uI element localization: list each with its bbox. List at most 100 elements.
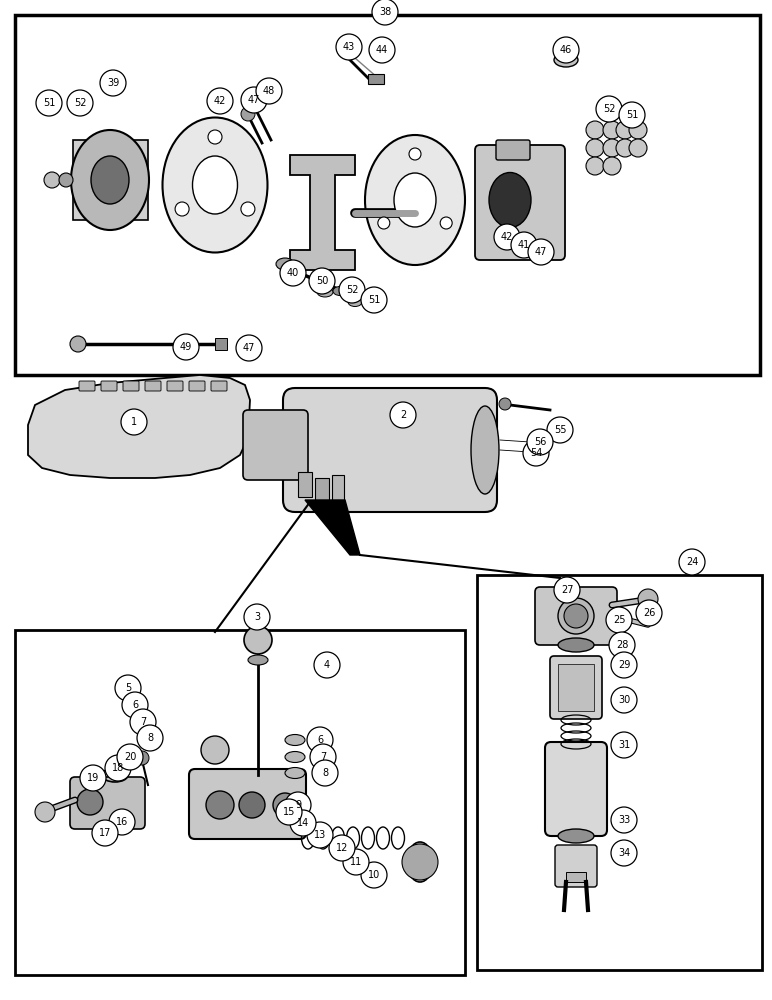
- Text: 49: 49: [180, 342, 192, 352]
- Ellipse shape: [394, 173, 436, 227]
- Text: 15: 15: [283, 807, 295, 817]
- Circle shape: [121, 409, 147, 435]
- Circle shape: [44, 172, 60, 188]
- Ellipse shape: [554, 53, 578, 67]
- Text: 30: 30: [618, 695, 630, 705]
- Text: 39: 39: [107, 78, 119, 88]
- Circle shape: [409, 148, 421, 160]
- Circle shape: [241, 107, 255, 121]
- Circle shape: [378, 217, 390, 229]
- Text: 43: 43: [343, 42, 355, 52]
- Circle shape: [329, 835, 355, 861]
- Text: 24: 24: [686, 557, 698, 567]
- Circle shape: [280, 260, 306, 286]
- FancyBboxPatch shape: [555, 845, 597, 887]
- Circle shape: [611, 840, 637, 866]
- Circle shape: [92, 820, 118, 846]
- Ellipse shape: [285, 734, 305, 746]
- Text: 51: 51: [626, 110, 638, 120]
- Circle shape: [290, 810, 316, 836]
- Text: 44: 44: [376, 45, 388, 55]
- Circle shape: [307, 822, 333, 848]
- FancyBboxPatch shape: [123, 381, 139, 391]
- Text: 52: 52: [74, 98, 86, 108]
- Circle shape: [629, 139, 647, 157]
- Ellipse shape: [558, 638, 594, 652]
- Text: 3: 3: [254, 612, 260, 622]
- Circle shape: [80, 765, 106, 791]
- Circle shape: [372, 0, 398, 25]
- Circle shape: [105, 755, 131, 781]
- FancyBboxPatch shape: [189, 381, 205, 391]
- Circle shape: [611, 687, 637, 713]
- Circle shape: [307, 727, 333, 753]
- Circle shape: [603, 121, 621, 139]
- Circle shape: [586, 157, 604, 175]
- Text: 34: 34: [618, 848, 630, 858]
- Text: 52: 52: [603, 104, 615, 114]
- Circle shape: [115, 675, 141, 701]
- Circle shape: [564, 604, 588, 628]
- Text: 47: 47: [535, 247, 547, 257]
- Ellipse shape: [558, 829, 594, 843]
- Text: 40: 40: [287, 268, 299, 278]
- Circle shape: [596, 96, 622, 122]
- Text: 11: 11: [350, 857, 362, 867]
- Circle shape: [206, 791, 234, 819]
- Circle shape: [201, 736, 229, 764]
- Bar: [566, 872, 586, 882]
- Circle shape: [70, 336, 86, 352]
- FancyBboxPatch shape: [189, 769, 306, 839]
- Circle shape: [36, 90, 62, 116]
- Ellipse shape: [333, 286, 347, 296]
- Circle shape: [369, 37, 395, 63]
- Text: 6: 6: [317, 735, 323, 745]
- Text: 47: 47: [248, 95, 260, 105]
- Ellipse shape: [285, 768, 305, 778]
- Text: 5: 5: [125, 683, 131, 693]
- FancyBboxPatch shape: [496, 140, 530, 160]
- Circle shape: [122, 692, 148, 718]
- Circle shape: [390, 402, 416, 428]
- Circle shape: [603, 139, 621, 157]
- Circle shape: [609, 632, 635, 658]
- Circle shape: [208, 130, 222, 144]
- Ellipse shape: [91, 156, 129, 204]
- Text: 8: 8: [147, 733, 153, 743]
- Circle shape: [77, 789, 103, 815]
- Circle shape: [511, 232, 537, 258]
- Text: 17: 17: [99, 828, 111, 838]
- Circle shape: [273, 793, 297, 817]
- FancyBboxPatch shape: [243, 410, 308, 480]
- Text: 25: 25: [613, 615, 625, 625]
- Bar: [477, 575, 762, 970]
- Polygon shape: [305, 500, 360, 555]
- Text: 26: 26: [643, 608, 655, 618]
- Bar: [298, 472, 312, 497]
- Bar: [73, 140, 148, 220]
- Circle shape: [361, 862, 387, 888]
- FancyBboxPatch shape: [145, 381, 161, 391]
- Bar: [215, 338, 227, 350]
- Text: 6: 6: [132, 700, 138, 710]
- Text: 4: 4: [324, 660, 330, 670]
- Circle shape: [314, 652, 340, 678]
- Text: 54: 54: [530, 448, 542, 458]
- Circle shape: [310, 744, 336, 770]
- Text: 10: 10: [368, 870, 380, 880]
- Text: 38: 38: [379, 7, 391, 17]
- Text: 13: 13: [314, 830, 326, 840]
- Circle shape: [285, 792, 311, 818]
- Circle shape: [636, 600, 662, 626]
- Ellipse shape: [348, 298, 362, 306]
- Circle shape: [554, 577, 580, 603]
- Circle shape: [440, 217, 452, 229]
- Bar: [558, 664, 594, 711]
- Ellipse shape: [489, 172, 531, 228]
- Circle shape: [175, 202, 189, 216]
- Text: 7: 7: [320, 752, 326, 762]
- Ellipse shape: [471, 406, 499, 494]
- Circle shape: [130, 709, 156, 735]
- Circle shape: [611, 732, 637, 758]
- Circle shape: [244, 626, 272, 654]
